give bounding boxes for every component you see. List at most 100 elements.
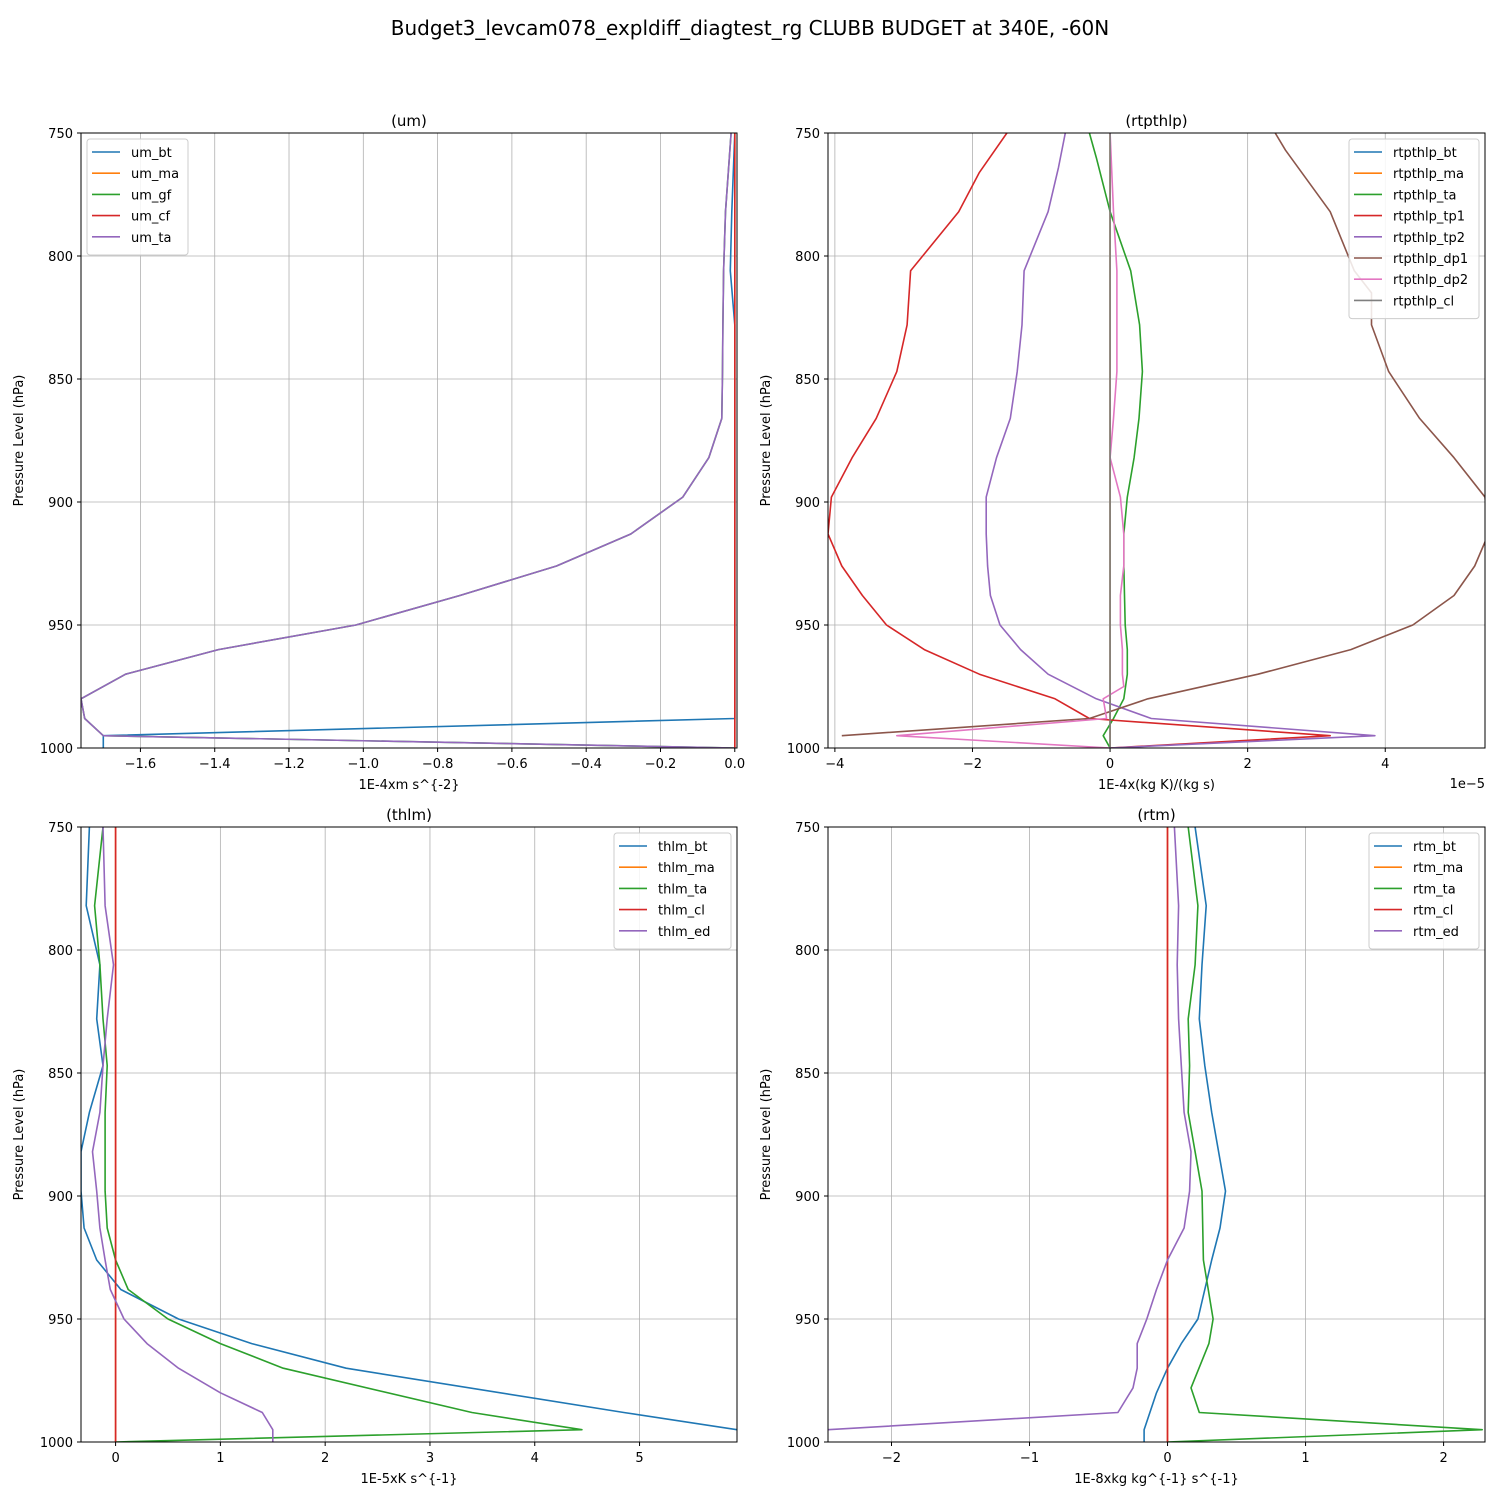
legend-label: um_bt (131, 146, 172, 161)
x-tick-label: −1.6 (125, 757, 157, 772)
x-tick-label: −0.8 (422, 757, 454, 772)
y-tick-label: 950 (48, 619, 73, 634)
legend-label: rtpthlp_dp2 (1393, 273, 1468, 288)
y-tick-label: 850 (48, 1067, 73, 1082)
x-tick-label: 2 (1244, 757, 1252, 772)
y-tick-label: 950 (48, 1313, 73, 1328)
series-line-rtpthlp_ta (1088, 133, 1144, 748)
x-tick-label: −1.0 (348, 757, 380, 772)
y-tick-label: 1000 (787, 1436, 820, 1451)
y-tick-label: 850 (795, 1067, 820, 1082)
legend-label: um_cf (131, 210, 171, 225)
y-tick-label: 750 (48, 821, 73, 836)
y-tick-label: 1000 (40, 1436, 73, 1451)
subplot-4: −2 −1 0 1 2 750 800 850 900 950 1000 (rtm) 1E-8xkg k… (759, 806, 1486, 1487)
y-tick-label: 800 (48, 944, 73, 959)
legend-label: um_ta (131, 231, 171, 246)
y-axis-label: Pressure Level (hPa) (12, 375, 27, 507)
x-tick-label: 1 (216, 1451, 224, 1466)
y-tick-label: 800 (48, 250, 73, 265)
y-axis-label: Pressure Level (hPa) (759, 1069, 774, 1201)
x-tick-label: 4 (1381, 757, 1389, 772)
legend-label: thlm_ta (658, 882, 707, 897)
series-line-rtpthlp_dp2 (895, 133, 1125, 748)
legend-label: rtm_bt (1413, 840, 1456, 855)
subplot-title: (um) (391, 112, 427, 130)
subplot-3: 0 1 2 3 4 5 750 800 850 900 950 1000 (thlm) 1E-5xK s^… (12, 806, 738, 1487)
subplot-title: (rtpthlp) (1125, 112, 1187, 130)
x-tick-label: 2 (1439, 1451, 1447, 1466)
series-line-rtpthlp_tp1 (828, 133, 1331, 748)
x-tick-label: 1 (1301, 1451, 1309, 1466)
legend-label: rtm_ta (1413, 882, 1456, 897)
legend: rtm_bt rtm_ma rtm_ta rtm_cl rtm_ed (1368, 832, 1480, 950)
axes-frame (827, 826, 1486, 1443)
legend: rtpthlp_bt rtpthlp_ma rtpthlp_ta rtpthlp_tp… (1348, 138, 1480, 320)
series-line-um_ta (81, 133, 735, 748)
series-line-rtm_ed (828, 827, 1192, 1431)
legend: um_bt um_ma um_gf um_cf um_ta (86, 138, 189, 256)
x-axis-label: 1E-5xK s^{-1} (361, 1472, 458, 1487)
x-tick-label: 5 (635, 1451, 643, 1466)
legend-label: um_ma (131, 167, 179, 182)
y-tick-label: 900 (795, 1190, 820, 1205)
y-tick-label: 950 (795, 619, 820, 634)
x-tick-label: −1.2 (273, 757, 305, 772)
x-tick-label: 3 (426, 1451, 434, 1466)
legend-label: rtm_ma (1413, 861, 1463, 876)
y-tick-label: 1000 (40, 742, 73, 757)
y-tick-label: 900 (48, 1190, 73, 1205)
axes-frame (80, 826, 738, 1443)
y-tick-label: 850 (795, 373, 820, 388)
legend-label: um_gf (131, 188, 172, 203)
x-tick-label: −0.6 (496, 757, 528, 772)
subplot-1: −1.6 −1.4 −1.2 −1.0 −0.8 −0.6 −0.4 −0.2 0.0 750 80… (12, 112, 745, 793)
x-tick-label: −4 (825, 757, 844, 772)
y-tick-label: 850 (48, 373, 73, 388)
x-axis-label: 1E-4x(kg K)/(kg s) (1098, 778, 1215, 793)
figure-title: Budget3_levcam078_expldiff_diagtest_rg C… (390, 16, 1110, 40)
subplot-title: (thlm) (386, 806, 432, 824)
y-tick-label: 900 (795, 496, 820, 511)
y-tick-label: 1000 (787, 742, 820, 757)
y-tick-label: 950 (795, 1313, 820, 1328)
x-axis-label: 1E-4xm s^{-2} (358, 778, 459, 793)
subplot-2: −4 −2 0 2 4 750 800 850 900 950 1000 (rtpthlp) 1E-4x… (759, 112, 1486, 793)
series-line-thlm_ta (93, 827, 583, 1442)
legend-label: rtpthlp_ma (1393, 167, 1464, 182)
y-tick-label: 900 (48, 496, 73, 511)
legend-label: rtpthlp_dp1 (1393, 252, 1468, 267)
y-tick-label: 800 (795, 944, 820, 959)
legend-label: rtpthlp_bt (1393, 146, 1457, 161)
y-tick-label: 750 (795, 821, 820, 836)
series-line-thlm_ed (91, 827, 274, 1442)
legend-label: thlm_cl (658, 904, 705, 919)
x-tick-label: −2 (963, 757, 982, 772)
y-tick-label: 750 (48, 127, 73, 142)
x-axis-label: 1E-8xkg kg^{-1} s^{-1} (1074, 1472, 1239, 1487)
x-tick-label: 2 (321, 1451, 329, 1466)
y-axis-label: Pressure Level (hPa) (12, 1069, 27, 1201)
series-line-rtm_bt (1143, 827, 1227, 1442)
x-tick-label: −0.4 (570, 757, 602, 772)
legend-label: rtpthlp_ta (1393, 188, 1456, 203)
x-tick-label: 4 (531, 1451, 539, 1466)
x-tick-label: −2 (882, 1451, 901, 1466)
x-tick-label: −1.4 (199, 757, 231, 772)
legend-label: thlm_bt (658, 840, 707, 855)
legend-label: thlm_ma (658, 861, 715, 876)
x-tick-label: −0.2 (645, 757, 677, 772)
x-tick-label: 0 (111, 1451, 119, 1466)
legend-label: rtpthlp_cl (1393, 294, 1454, 309)
legend: thlm_bt thlm_ma thlm_ta thlm_cl thlm_ed (613, 832, 732, 950)
x-tick-label: 0 (1106, 757, 1114, 772)
x-tick-label: 0.0 (724, 757, 745, 772)
axes-frame (80, 132, 738, 749)
axis-offset-text: 1e−5 (1450, 777, 1485, 792)
axes-frame (827, 132, 1486, 749)
series-line-thlm_bt (81, 827, 737, 1431)
y-tick-label: 750 (795, 127, 820, 142)
legend-label: rtm_ed (1413, 925, 1459, 940)
y-tick-label: 800 (795, 250, 820, 265)
